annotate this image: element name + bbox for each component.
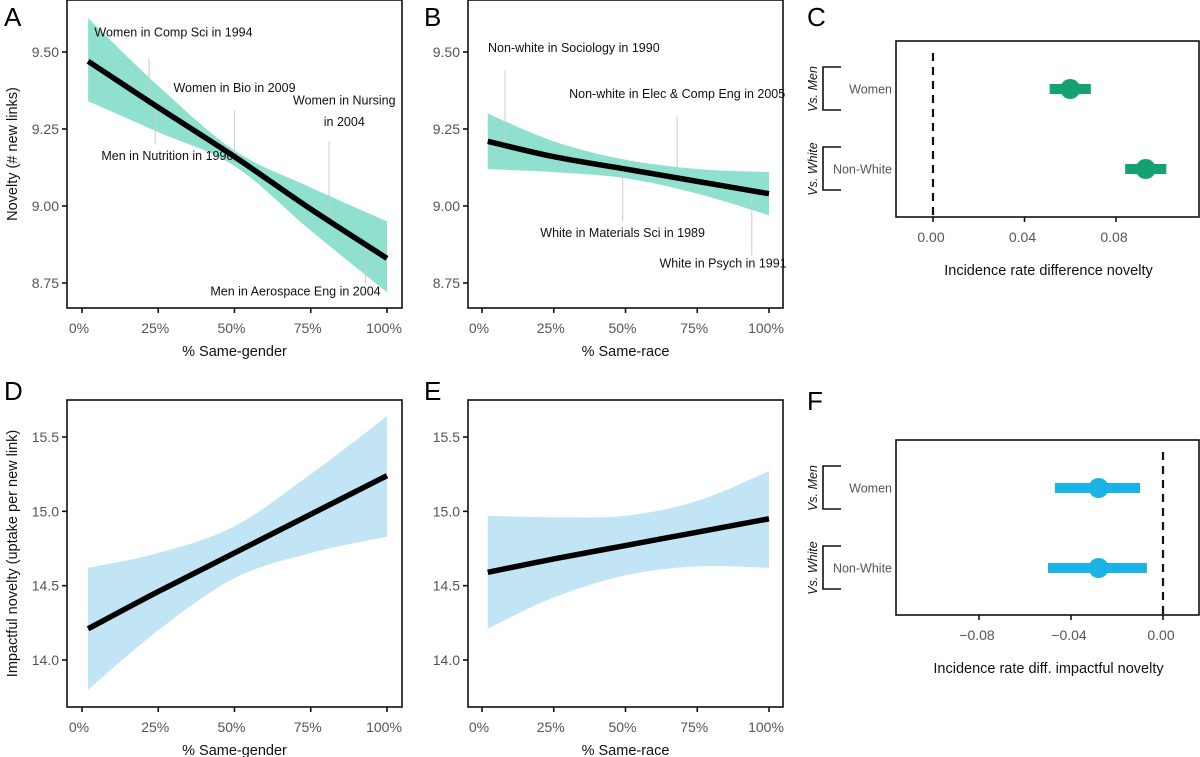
x-tick-label: 25%: [537, 719, 565, 735]
y-axis-title: Impactful novelty (uptake per new link): [5, 430, 21, 677]
category-label: Women: [849, 83, 892, 97]
panel-a: A Women in Comp Sci in 1994 Women in Bio i…: [4, 0, 403, 360]
x-tick-label: −0.08: [959, 627, 995, 643]
x-tick-label: −0.04: [1051, 627, 1087, 643]
fit-line: [487, 138, 770, 197]
y-tick-label: 15.0: [32, 503, 59, 519]
group-bracket: [822, 545, 841, 590]
x-tick-label: 25%: [141, 719, 169, 735]
annotation-label: Women in Comp Sci in 1994: [94, 26, 252, 40]
annotation-label: White in Materials Sci in 1989: [540, 226, 705, 240]
x-tick-label: 100%: [366, 320, 402, 336]
confidence-ribbon: [88, 18, 387, 293]
panel-b: B Non-white in Sociology in 1990 Non-white…: [424, 0, 787, 360]
x-axis-title: % Same-gender: [182, 344, 287, 360]
point-estimate: [1088, 558, 1109, 578]
category-label: Non-White: [833, 562, 892, 576]
annotation-label: Men in Aerospace Eng in 2004: [210, 284, 380, 298]
group-label: Vs. Men: [806, 465, 820, 511]
panel-letter: A: [4, 2, 22, 32]
x-tick-label: 0.04: [1009, 229, 1036, 245]
y-tick-label: 14.0: [433, 652, 460, 668]
x-tick-label: 25%: [141, 320, 169, 336]
panel-letter: B: [424, 2, 441, 32]
point-estimate: [1088, 478, 1109, 498]
y-tick-label: 8.75: [433, 275, 460, 291]
y-tick-label: 8.75: [32, 275, 59, 291]
annotation-label: in 2004: [324, 115, 365, 129]
x-tick-label: 50%: [217, 320, 245, 336]
group-label: Vs. Men: [806, 66, 820, 112]
y-axis-title: Novelty (# new links): [5, 87, 21, 221]
x-tick-label: 100%: [366, 719, 402, 735]
panel-c: C Women Vs. Men Non-White Vs. White 0.00 0.04 0…: [806, 2, 1200, 279]
y-tick-label: 9.25: [433, 121, 460, 137]
category-label: Non-White: [833, 163, 892, 177]
y-tick-label: 15.5: [32, 429, 59, 445]
plot-border: [895, 40, 1200, 218]
point-estimate: [1135, 159, 1156, 179]
annotation-label: Non-white in Sociology in 1990: [488, 41, 660, 55]
x-tick-label: 0%: [69, 719, 89, 735]
x-tick-label: 75%: [680, 719, 708, 735]
x-tick-label: 0%: [69, 320, 89, 336]
x-axis-title: Incidence rate diff. impactful novelty: [933, 661, 1164, 677]
x-tick-label: 100%: [748, 320, 784, 336]
y-tick-label: 9.00: [433, 198, 460, 214]
annotation-label: Women in Nursing: [293, 93, 396, 107]
y-tick-label: 9.25: [32, 121, 59, 137]
fit-line: [86, 58, 389, 261]
y-tick-label: 15.0: [433, 503, 460, 519]
annotation-label: Non-white in Elec & Comp Eng in 2005: [569, 87, 785, 101]
panel-letter: E: [424, 376, 441, 406]
panel-e: E 0% 25% 50% 75% 100% 14.0 14.5 15.0 15.5 % Same-r…: [424, 376, 784, 757]
x-tick-label: 0%: [469, 320, 489, 336]
category-label: Women: [849, 482, 892, 496]
panel-letter: F: [807, 386, 823, 416]
y-tick-label: 14.5: [32, 578, 59, 594]
x-tick-label: 50%: [608, 719, 636, 735]
y-tick-label: 9.50: [433, 44, 460, 60]
group-bracket: [822, 66, 841, 111]
annotation-label: Women in Bio in 2009: [173, 81, 295, 95]
x-tick-label: 100%: [748, 719, 784, 735]
plot-border: [895, 439, 1200, 616]
x-tick-label: 75%: [680, 320, 708, 336]
x-axis-title: Incidence rate difference novelty: [944, 263, 1153, 279]
confidence-ribbon: [487, 471, 769, 629]
x-tick-label: 75%: [294, 719, 322, 735]
y-tick-label: 15.5: [433, 429, 460, 445]
x-tick-label: 0.08: [1100, 229, 1127, 245]
x-tick-label: 75%: [294, 320, 322, 336]
group-bracket: [822, 465, 841, 510]
x-tick-label: 0.00: [917, 229, 944, 245]
point-estimate: [1060, 79, 1081, 99]
panel-f: F Women Vs. Men Non-White Vs. White −0.08 −0.0…: [806, 386, 1200, 677]
x-tick-label: 0.00: [1147, 627, 1174, 643]
x-axis-title: % Same-gender: [182, 743, 287, 757]
x-axis-title: % Same-race: [582, 743, 670, 757]
x-tick-label: 50%: [608, 320, 636, 336]
annotation-label: Men in Nutrition in 1990: [101, 149, 233, 163]
x-axis-title: % Same-race: [582, 344, 670, 360]
y-tick-label: 9.50: [32, 44, 59, 60]
panel-letter: C: [807, 2, 826, 32]
y-tick-label: 9.00: [32, 198, 59, 214]
x-tick-label: 50%: [217, 719, 245, 735]
annotation-label: White in Psych in 1991: [660, 257, 787, 271]
y-tick-label: 14.5: [433, 578, 460, 594]
x-tick-label: 25%: [537, 320, 565, 336]
confidence-ribbon: [487, 113, 769, 216]
panel-d: D 0% 25% 50% 75% 100% 14.0 14.5 15.0 15.5 % Same-g…: [4, 376, 403, 757]
group-label: Vs. White: [806, 142, 820, 196]
y-tick-label: 14.0: [32, 652, 59, 668]
group-label: Vs. White: [806, 541, 820, 595]
group-bracket: [822, 146, 841, 191]
fit-line: [86, 473, 389, 632]
x-tick-label: 0%: [469, 719, 489, 735]
panel-letter: D: [4, 376, 23, 406]
fit-line: [487, 516, 770, 575]
